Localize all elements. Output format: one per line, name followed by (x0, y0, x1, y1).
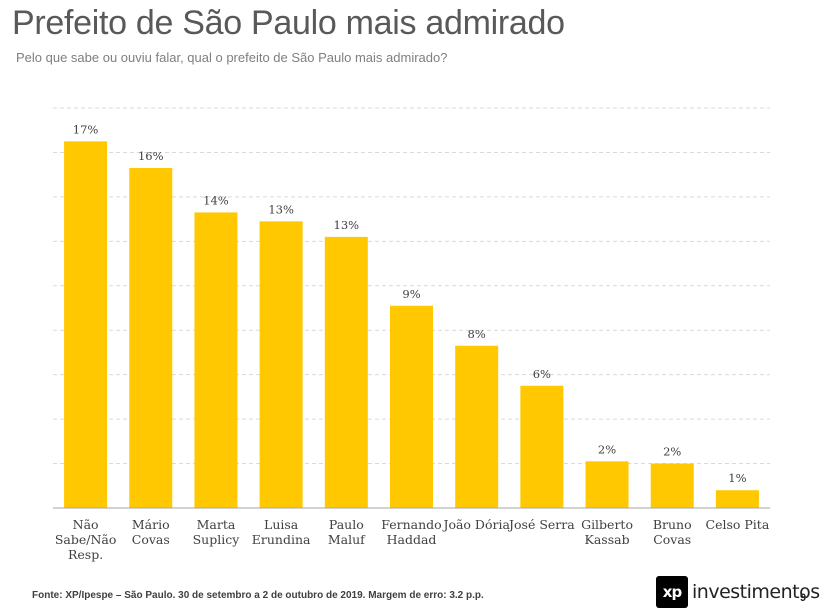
category-label-line: Covas (132, 532, 170, 547)
category-label-line: Sabe/Não (55, 532, 117, 547)
data-label: 14% (203, 193, 229, 207)
category-label-line: Covas (653, 532, 691, 547)
category-label-line: Maluf (328, 532, 366, 547)
category-label-line: João Dória (441, 517, 510, 532)
data-label: 2% (598, 442, 616, 456)
category-label-line: Resp. (68, 547, 103, 562)
data-label: 8% (468, 327, 486, 341)
category-label-line: Mário (132, 517, 170, 532)
category-label: Gilberto Kassab (581, 517, 633, 547)
page-number: 9 (800, 592, 807, 604)
category-label-line: Paulo (329, 517, 364, 532)
bar (259, 221, 303, 509)
data-label: 13% (334, 218, 360, 232)
category-label: Fernando Haddad (381, 517, 441, 547)
category-label: Celso Pita (706, 517, 770, 532)
data-label: 17% (73, 122, 99, 136)
bar (715, 490, 759, 508)
category-label: Marta Suplicy (193, 517, 241, 547)
data-label: 9% (402, 287, 420, 301)
bar (194, 212, 238, 508)
category-label: José Serra (507, 517, 575, 532)
category-label-line: Bruno (653, 517, 692, 532)
category-label: Luisa Erundina (252, 517, 311, 547)
bar (390, 305, 433, 508)
xp-logo-mark: xp (656, 576, 688, 608)
bar (64, 141, 108, 509)
category-label-line: Marta (197, 517, 236, 532)
category-label: Bruno Covas (653, 517, 692, 547)
category-label: Paulo Maluf (328, 517, 366, 547)
data-label: 16% (138, 149, 164, 163)
category-label: Mário Covas (132, 517, 170, 547)
category-label-line: Kassab (585, 532, 630, 547)
data-label: 6% (533, 367, 551, 381)
category-label: Não Sabe/Não Resp. (55, 517, 117, 562)
source-note: Fonte: XP/Ipespe – São Paulo. 30 de sete… (32, 590, 484, 601)
category-label-line: Suplicy (193, 532, 241, 547)
bar (324, 236, 368, 508)
bar (650, 463, 694, 508)
data-label: 13% (268, 202, 294, 216)
category-label-line: Fernando (381, 517, 441, 532)
category-label-line: Erundina (252, 532, 311, 547)
category-label-line: José Serra (507, 517, 575, 532)
data-label: 1% (728, 471, 746, 485)
bar (129, 168, 173, 508)
category-label: João Dória (441, 517, 510, 532)
bar (520, 385, 564, 508)
bar (585, 461, 629, 508)
category-label-line: Gilberto (581, 517, 633, 532)
page-subtitle: Pelo que sabe ou ouviu falar, qual o pre… (16, 50, 448, 65)
data-label: 2% (663, 445, 681, 459)
category-label-line: Luisa (264, 517, 299, 532)
bar (455, 345, 499, 508)
category-label-line: Celso Pita (706, 517, 770, 532)
category-label-line: Haddad (387, 532, 437, 547)
logo-wordmark: investimentos (692, 581, 820, 603)
category-label-line: Não (73, 517, 99, 532)
xp-investimentos-logo: xp investimentos (656, 576, 820, 608)
page-title: Prefeito de São Paulo mais admirado (12, 4, 565, 42)
